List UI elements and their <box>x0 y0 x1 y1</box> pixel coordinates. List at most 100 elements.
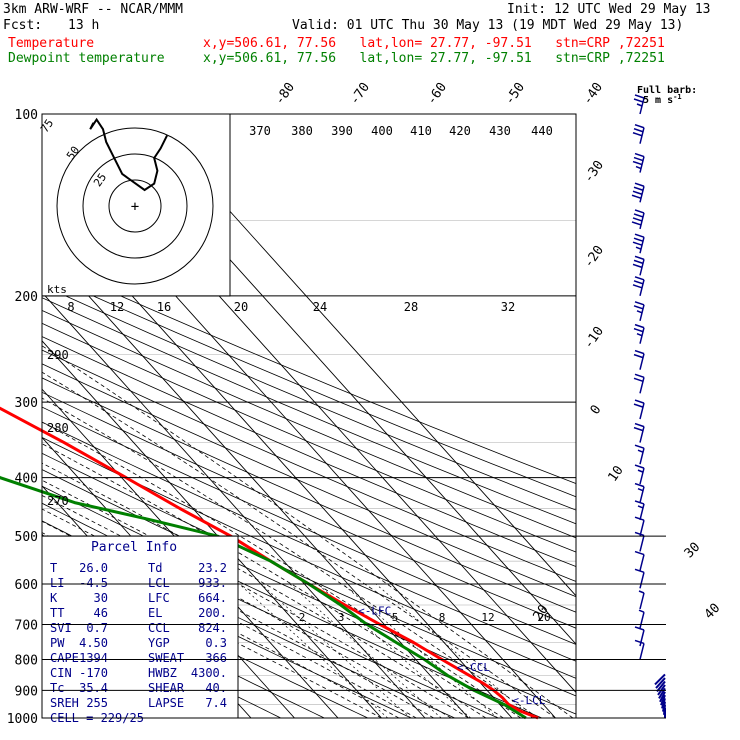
wind-barb-half <box>637 505 644 509</box>
wind-barb-flag <box>633 403 644 408</box>
wind-barb-staff <box>639 554 645 571</box>
wind-barb <box>634 568 645 589</box>
hodograph-trace <box>89 117 168 192</box>
barb-key-units: 5 m s <box>643 95 673 106</box>
parcel-value: 46 <box>94 606 108 620</box>
parcel-label: EL <box>148 606 162 620</box>
parcel-label: T <box>50 561 57 575</box>
wind-barb-flag <box>632 284 643 289</box>
wind-barb-flag <box>633 186 644 191</box>
dry-adiabat-380 <box>42 363 576 598</box>
theta-label-bg <box>407 124 435 138</box>
parcel-value: 30 <box>94 591 108 605</box>
theta-label: 370 <box>249 124 271 138</box>
wind-barb-flag <box>633 305 644 310</box>
barb-key-line2: 5 m s-1 <box>643 93 682 106</box>
isotherm-label: -10 <box>581 324 607 352</box>
wind-barb-flag <box>632 217 643 222</box>
speed-scale-label: 24 <box>313 300 327 314</box>
forecast-hours: 13 h <box>68 18 100 33</box>
wind-barb-flag <box>631 194 642 199</box>
parcel-value: 23.2 <box>198 561 227 575</box>
theta-label-bg <box>486 124 514 138</box>
theta-left-label: 280 <box>47 421 69 435</box>
parcel-value: 26.0 <box>79 561 108 575</box>
isotherm-label: -30 <box>581 158 607 186</box>
pressure-label: 400 <box>15 472 38 487</box>
wind-barb-flag <box>633 156 644 162</box>
wind-barb-half <box>637 469 644 473</box>
hodograph-frame <box>41 113 231 297</box>
isotherm-label: -70 <box>347 80 373 108</box>
wind-barb-low <box>660 694 666 706</box>
mixing-ratio-label: 8 <box>439 611 446 624</box>
theta-label: 410 <box>410 124 432 138</box>
mixing-ratio-label: 12 <box>481 611 494 624</box>
wind-barb-flag <box>634 639 645 645</box>
parcel-label: TT <box>50 606 64 620</box>
hodograph-ring-label: 75 <box>38 117 56 135</box>
isotherm-label: -50 <box>502 80 528 108</box>
wind-barb <box>638 590 645 610</box>
speed-scale-label: 8 <box>67 300 74 314</box>
wind-barb-half <box>635 165 642 170</box>
parcel-value: 0.7 <box>86 621 108 635</box>
theta-label: 380 <box>291 124 313 138</box>
pressure-label: 900 <box>15 684 38 699</box>
hodograph-ring <box>56 127 214 285</box>
wind-barb <box>632 124 645 144</box>
theta-label-bg <box>328 124 356 138</box>
parcel-label: CCL <box>148 621 170 635</box>
wind-barb <box>632 255 645 276</box>
wind-barb-flag <box>634 626 645 631</box>
wind-barb-staff <box>639 426 645 443</box>
pressure-label: 200 <box>15 290 38 305</box>
pressure-label: 600 <box>15 578 38 593</box>
hodograph-units: kts <box>47 283 67 296</box>
dry-adiabat-400 <box>42 336 576 568</box>
wind-barb-low <box>654 673 666 686</box>
parcel-label: SVI <box>50 621 72 635</box>
wind-barb <box>632 276 645 297</box>
dewpoint-legend-info: x,y=506.61, 77.56 lat,lon= 27.77, -97.51… <box>203 51 665 66</box>
wind-barb-flag <box>634 124 645 129</box>
wind-barb <box>633 301 645 322</box>
wind-barb-staff <box>639 611 645 629</box>
isotherm-10 <box>42 243 469 718</box>
wind-barb-staff <box>639 643 645 660</box>
wind-barb-low <box>661 698 666 709</box>
level-annotation: <-CCL <box>457 661 490 674</box>
wind-barb-flag <box>634 464 645 469</box>
dry-adiabat-360 <box>42 391 576 629</box>
moist-adiabat--10 <box>42 542 382 718</box>
dry-adiabat-330 <box>42 437 576 679</box>
theta-label: 440 <box>531 124 553 138</box>
dry-adiabat-340 <box>42 421 576 662</box>
speed-scale-label: 20 <box>234 300 248 314</box>
wind-barb-flag <box>632 190 643 195</box>
theta-left-label: 270 <box>47 494 69 508</box>
wind-barb-staff <box>639 353 645 370</box>
wind-barb <box>632 233 645 254</box>
temperature-legend-label: Temperature <box>8 36 95 51</box>
level-annotation: <-LCL <box>512 694 545 707</box>
theta-label-bg <box>528 124 556 138</box>
mixing-ratio-5 <box>289 583 442 718</box>
wind-barb-flag <box>633 128 644 133</box>
parcel-label: YGP <box>148 636 170 650</box>
mixing-ratio-label: 20 <box>537 611 550 624</box>
isotherm-label: 20 <box>530 602 551 623</box>
parcel-value: -4.5 <box>79 576 108 590</box>
isotherm-label: 40 <box>702 601 724 623</box>
pressure-label: 300 <box>15 396 38 411</box>
theta-label-bg <box>446 124 474 138</box>
parcel-value: 255 <box>86 696 108 710</box>
theta-label-bg <box>246 124 274 138</box>
moist-adiabat--2 <box>42 520 417 718</box>
wind-barb-staff <box>639 467 645 485</box>
wind-barb <box>634 531 645 552</box>
dry-adiabat-460 <box>42 260 576 485</box>
mixing-ratio-label: 3 <box>338 611 345 624</box>
wind-barb <box>634 444 645 465</box>
